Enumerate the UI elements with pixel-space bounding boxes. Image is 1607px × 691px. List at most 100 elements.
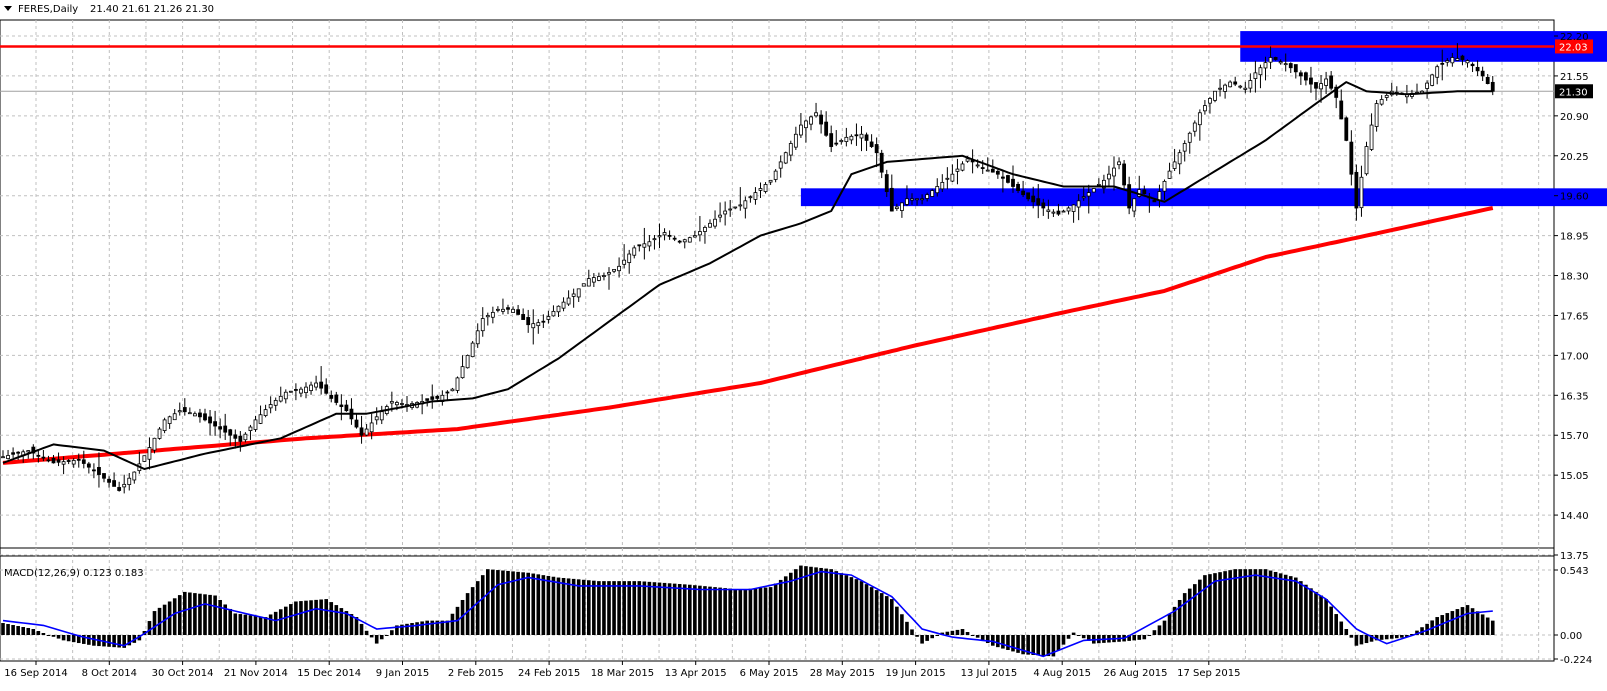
candle-body bbox=[854, 134, 859, 137]
candle-body bbox=[682, 239, 687, 243]
candle-body bbox=[889, 187, 894, 212]
candle-body bbox=[586, 278, 591, 287]
candle-body bbox=[597, 276, 601, 281]
candle-body bbox=[581, 283, 586, 287]
candle-body bbox=[692, 235, 697, 238]
macd-histogram-bar bbox=[1359, 635, 1364, 645]
macd-histogram-bar bbox=[82, 635, 86, 644]
candle-body bbox=[6, 455, 10, 460]
candle-body bbox=[748, 196, 753, 199]
macd-histogram-bar bbox=[1400, 635, 1404, 638]
candle-body bbox=[1460, 55, 1465, 60]
macd-histogram-bar bbox=[284, 606, 288, 635]
candle-body bbox=[920, 198, 924, 201]
candle-body bbox=[1223, 84, 1227, 92]
candle-body bbox=[208, 416, 212, 424]
candle-body bbox=[647, 241, 652, 247]
macd-histogram-bar bbox=[975, 635, 980, 638]
macd-histogram-bar bbox=[708, 586, 712, 635]
candle-body bbox=[359, 427, 364, 436]
candle-body bbox=[1425, 82, 1429, 89]
macd-histogram-bar bbox=[289, 604, 293, 635]
macd-histogram-bar bbox=[1339, 621, 1344, 635]
macd-histogram-bar bbox=[339, 608, 344, 635]
candle-body bbox=[1339, 100, 1344, 120]
macd-histogram-bar bbox=[410, 623, 414, 635]
candle-body bbox=[31, 446, 36, 454]
macd-histogram-bar bbox=[304, 600, 308, 635]
price-candles bbox=[1, 43, 1495, 494]
macd-histogram-bar bbox=[1455, 609, 1460, 635]
macd-histogram-bar bbox=[172, 598, 177, 635]
macd-histogram-bar bbox=[910, 629, 914, 635]
candle-body bbox=[1203, 105, 1207, 112]
candle-body bbox=[1258, 67, 1263, 76]
candle-body bbox=[718, 214, 722, 218]
candle-body bbox=[1278, 61, 1283, 64]
candle-body bbox=[1056, 210, 1061, 215]
candle-body bbox=[995, 170, 1000, 175]
macd-histogram-bar bbox=[824, 568, 828, 635]
y-tick-label: 18.95 bbox=[1560, 232, 1589, 243]
candle-body bbox=[546, 316, 551, 320]
candle-body bbox=[480, 318, 485, 332]
candle-body bbox=[874, 144, 879, 154]
candle-body bbox=[521, 314, 526, 320]
macd-histogram-bar bbox=[1410, 634, 1414, 636]
macd-histogram-bar bbox=[884, 596, 889, 635]
macd-histogram-bar bbox=[778, 579, 783, 635]
candle-body bbox=[1485, 76, 1490, 85]
candle-body bbox=[1298, 72, 1303, 77]
macd-histogram-bar bbox=[1465, 605, 1470, 635]
candle-body bbox=[253, 419, 258, 430]
candle-body bbox=[1076, 200, 1081, 208]
macd-histogram-bar bbox=[349, 614, 354, 635]
candle-body bbox=[1253, 72, 1258, 79]
macd-histogram-bar bbox=[879, 593, 884, 635]
macd-histogram-bar bbox=[36, 631, 41, 635]
candle-body bbox=[1152, 199, 1157, 203]
macd-histogram-bar bbox=[602, 581, 606, 635]
candle-body bbox=[642, 243, 647, 248]
macd-histogram-bar bbox=[607, 581, 611, 635]
candle-body bbox=[1233, 81, 1238, 85]
candle-body bbox=[117, 487, 122, 491]
triangle-down-icon[interactable] bbox=[4, 6, 12, 11]
candle-body bbox=[107, 478, 111, 483]
macd-histogram-bar bbox=[258, 616, 263, 635]
candle-body bbox=[1228, 81, 1233, 88]
macd-histogram-bar bbox=[526, 572, 530, 635]
macd-histogram-bar bbox=[1147, 635, 1152, 636]
macd-histogram-bar bbox=[243, 614, 248, 635]
candle-body bbox=[71, 460, 76, 465]
candle-body bbox=[1102, 179, 1106, 189]
macd-histogram-bar bbox=[991, 635, 995, 646]
macd-histogram-bar bbox=[208, 594, 212, 635]
macd-histogram-bar bbox=[864, 584, 869, 635]
macd-histogram-bar bbox=[1162, 620, 1167, 635]
macd-histogram-bar bbox=[228, 608, 233, 635]
candle-body bbox=[1172, 161, 1177, 169]
candle-body bbox=[11, 452, 16, 455]
candle-body bbox=[1430, 74, 1435, 86]
candle-body bbox=[824, 121, 829, 136]
candle-body bbox=[435, 395, 440, 399]
grid bbox=[0, 19, 1555, 662]
macd-histogram-bar bbox=[26, 628, 31, 635]
candle-body bbox=[1046, 209, 1051, 212]
macd-histogram-bar bbox=[516, 571, 520, 635]
candle-body bbox=[1182, 143, 1187, 152]
candle-body bbox=[309, 384, 313, 391]
macd-histogram-bar bbox=[41, 633, 46, 635]
macd-histogram-bar bbox=[152, 611, 157, 635]
y-tick-label: 20.90 bbox=[1560, 112, 1589, 123]
macd-histogram-bar bbox=[1193, 584, 1197, 635]
candle-body bbox=[97, 467, 101, 475]
macd-histogram-bar bbox=[1021, 635, 1025, 655]
x-tick-label: 9 Jan 2015 bbox=[376, 668, 430, 679]
y-tick-label: 14.40 bbox=[1560, 511, 1589, 522]
candle-body bbox=[511, 308, 515, 313]
macd-histogram-bar bbox=[157, 607, 162, 635]
candle-body bbox=[1192, 122, 1197, 132]
